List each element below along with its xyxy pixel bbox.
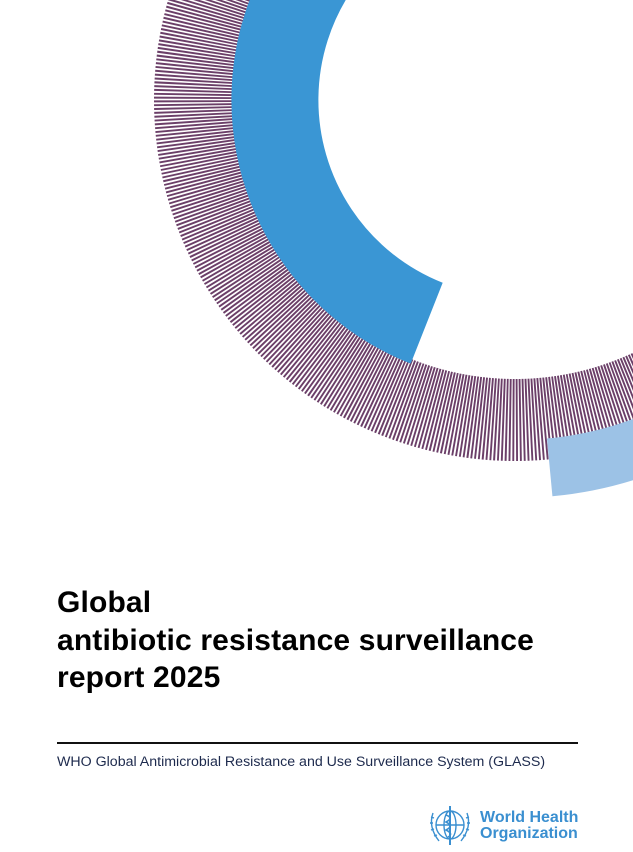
logo-line-1: World Health	[480, 809, 579, 826]
light-blue-arc	[546, 418, 633, 497]
title-line-3: report 2025	[57, 661, 221, 694]
title-line-2: antibiotic resistance surveillance	[57, 623, 534, 657]
subtitle: WHO Global Antimicrobial Resistance and …	[57, 754, 546, 770]
divider	[57, 742, 578, 744]
report-title: Global antibiotic resistance surveillanc…	[57, 584, 534, 697]
blue-arc	[231, 0, 444, 364]
logo-line-2: Organization	[480, 825, 578, 842]
title-line-1: Global	[57, 586, 152, 619]
who-logo: World Health Organization	[425, 803, 578, 849]
who-emblem-icon	[430, 806, 470, 845]
